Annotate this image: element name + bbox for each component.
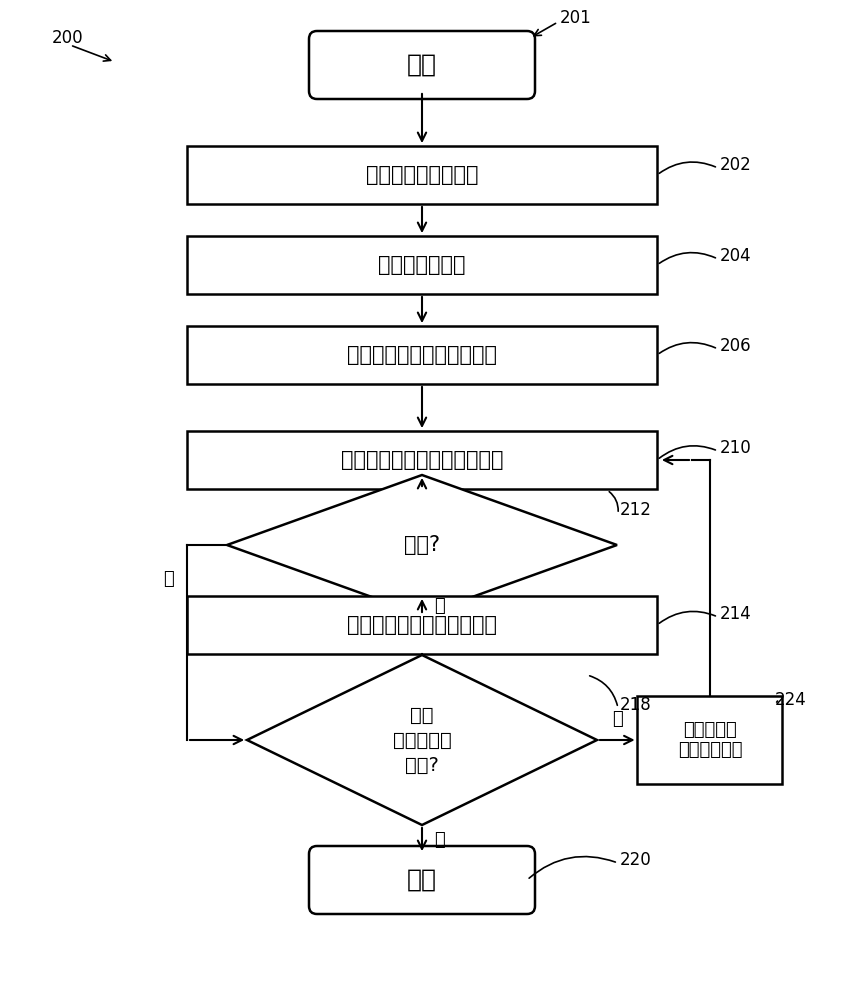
Text: 204: 204	[719, 247, 750, 265]
Text: 210: 210	[719, 439, 751, 457]
Polygon shape	[227, 475, 616, 615]
Text: 214: 214	[719, 605, 751, 623]
Text: 打开序列数据库: 打开序列数据库	[378, 255, 465, 275]
Text: 是: 是	[434, 596, 444, 614]
FancyBboxPatch shape	[309, 31, 534, 99]
Text: 224: 224	[774, 691, 806, 709]
Text: 是: 是	[611, 710, 622, 728]
Text: 218: 218	[619, 696, 651, 714]
FancyBboxPatch shape	[309, 846, 534, 914]
Text: 数据
库中的更多
序列?: 数据 库中的更多 序列?	[392, 706, 451, 774]
Text: 向用户显示存储序列的名称: 向用户显示存储序列的名称	[347, 615, 496, 635]
Text: 开始: 开始	[407, 53, 436, 77]
Text: 向内存中存储新序列: 向内存中存储新序列	[365, 165, 478, 185]
Text: 202: 202	[719, 156, 751, 174]
Text: 相同?: 相同?	[403, 535, 440, 555]
Bar	[187, 326, 657, 384]
Text: 201: 201	[560, 9, 591, 27]
Polygon shape	[246, 655, 597, 825]
Bar	[187, 146, 657, 204]
Text: 读取数据库中的第一个序列: 读取数据库中的第一个序列	[347, 345, 496, 365]
Bar	[187, 431, 657, 489]
Text: 206: 206	[719, 337, 750, 355]
Text: 读取数据库
中的下一序列: 读取数据库 中的下一序列	[677, 721, 741, 759]
Text: 212: 212	[619, 501, 651, 519]
Text: 否: 否	[164, 570, 174, 588]
Text: 结束: 结束	[407, 868, 436, 892]
Text: 执行新序列与存储序列的比较: 执行新序列与存储序列的比较	[340, 450, 503, 470]
Bar	[636, 696, 782, 784]
Text: 200: 200	[52, 29, 84, 47]
Bar	[187, 596, 657, 654]
Text: 否: 否	[434, 830, 444, 848]
Bar	[187, 236, 657, 294]
Text: 220: 220	[619, 851, 651, 869]
